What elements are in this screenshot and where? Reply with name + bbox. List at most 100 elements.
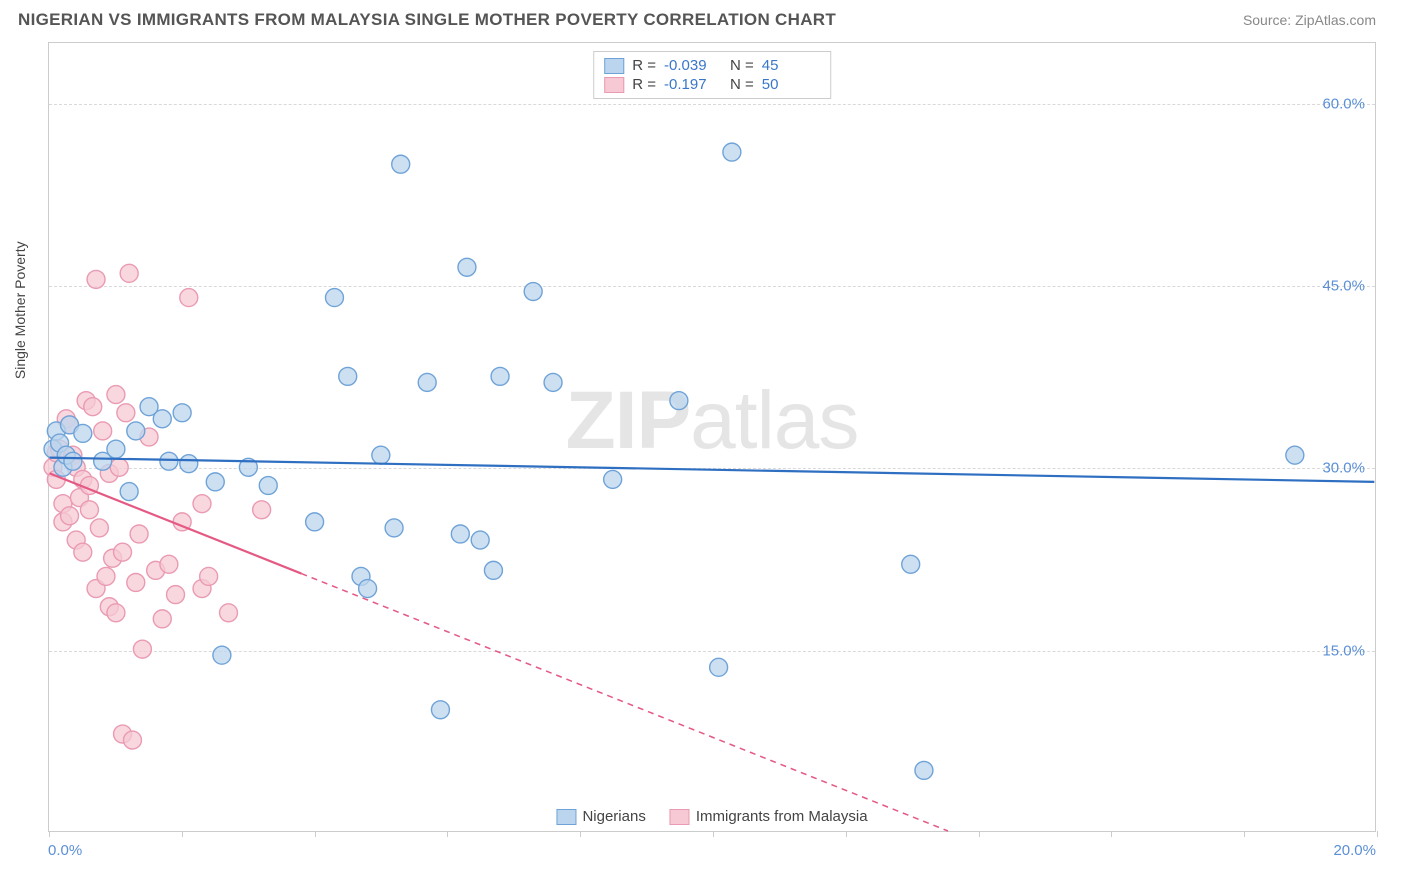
data-point — [524, 283, 542, 301]
data-point — [117, 404, 135, 422]
data-point — [213, 646, 231, 664]
x-tick — [1111, 831, 1112, 837]
stats-row-b: R = -0.197 N = 50 — [604, 75, 820, 94]
x-tick — [846, 831, 847, 837]
legend-item-a: Nigerians — [556, 808, 645, 825]
data-point — [418, 373, 436, 391]
series-legend: Nigerians Immigrants from Malaysia — [550, 806, 873, 827]
data-point — [206, 473, 224, 491]
legend-item-b: Immigrants from Malaysia — [670, 808, 868, 825]
data-point — [180, 455, 198, 473]
y-axis-title: Single Mother Poverty — [12, 241, 28, 379]
r-label-a: R = — [632, 57, 656, 74]
data-point — [160, 555, 178, 573]
r-label-b: R = — [632, 76, 656, 93]
stats-legend-box: R = -0.039 N = 45 R = -0.197 N = 50 — [593, 51, 831, 99]
data-point — [173, 404, 191, 422]
data-point — [107, 386, 125, 404]
n-label-b: N = — [730, 76, 754, 93]
data-point — [723, 143, 741, 161]
x-tick — [713, 831, 714, 837]
r-value-b: -0.197 — [664, 76, 722, 93]
chart-title: NIGERIAN VS IMMIGRANTS FROM MALAYSIA SIN… — [18, 10, 836, 30]
data-point — [90, 519, 108, 537]
data-point — [259, 477, 277, 495]
data-point — [74, 543, 92, 561]
chart-plot-area: ZIPatlas 15.0%30.0%45.0%60.0% R = -0.039… — [48, 42, 1376, 832]
data-point — [915, 761, 933, 779]
data-point — [61, 507, 79, 525]
n-value-a: 45 — [762, 57, 820, 74]
data-point — [451, 525, 469, 543]
data-point — [604, 470, 622, 488]
source-attribution: Source: ZipAtlas.com — [1243, 12, 1376, 28]
data-point — [64, 452, 82, 470]
data-point — [114, 543, 132, 561]
data-point — [484, 561, 502, 579]
data-point — [120, 264, 138, 282]
legend-swatch-b — [670, 809, 690, 825]
data-point — [153, 410, 171, 428]
source-prefix: Source: — [1243, 12, 1295, 28]
r-value-a: -0.039 — [664, 57, 722, 74]
x-tick — [1377, 831, 1378, 837]
n-label-a: N = — [730, 57, 754, 74]
data-point — [359, 580, 377, 598]
trend-line-dashed — [301, 574, 948, 831]
x-tick — [1244, 831, 1245, 837]
x-tick — [979, 831, 980, 837]
x-tick — [182, 831, 183, 837]
x-tick — [315, 831, 316, 837]
data-point — [385, 519, 403, 537]
swatch-series-b — [604, 77, 624, 93]
data-point — [74, 424, 92, 442]
data-point — [339, 367, 357, 385]
data-point — [127, 422, 145, 440]
data-point — [200, 567, 218, 585]
data-point — [193, 495, 211, 513]
data-point — [107, 440, 125, 458]
data-point — [180, 289, 198, 307]
legend-label-a: Nigerians — [582, 808, 645, 825]
swatch-series-a — [604, 58, 624, 74]
source-link[interactable]: ZipAtlas.com — [1295, 12, 1376, 28]
data-point — [167, 586, 185, 604]
stats-row-a: R = -0.039 N = 45 — [604, 56, 820, 75]
data-point — [80, 501, 98, 519]
data-point — [127, 573, 145, 591]
x-tick — [49, 831, 50, 837]
legend-label-b: Immigrants from Malaysia — [696, 808, 868, 825]
data-point — [123, 731, 141, 749]
data-point — [902, 555, 920, 573]
data-point — [87, 270, 105, 288]
data-point — [491, 367, 509, 385]
x-label-min: 0.0% — [48, 842, 82, 859]
data-point — [372, 446, 390, 464]
data-point — [670, 392, 688, 410]
chart-header: NIGERIAN VS IMMIGRANTS FROM MALAYSIA SIN… — [0, 0, 1406, 38]
data-point — [160, 452, 178, 470]
data-point — [471, 531, 489, 549]
data-point — [120, 483, 138, 501]
data-point — [130, 525, 148, 543]
data-point — [306, 513, 324, 531]
data-point — [220, 604, 238, 622]
data-point — [253, 501, 271, 519]
n-value-b: 50 — [762, 76, 820, 93]
data-point — [1286, 446, 1304, 464]
data-point — [94, 422, 112, 440]
data-point — [392, 155, 410, 173]
x-label-max: 20.0% — [1333, 842, 1376, 859]
legend-swatch-a — [556, 809, 576, 825]
data-point — [544, 373, 562, 391]
scatter-svg — [49, 43, 1375, 831]
x-tick — [580, 831, 581, 837]
data-point — [431, 701, 449, 719]
data-point — [326, 289, 344, 307]
data-point — [84, 398, 102, 416]
data-point — [710, 658, 728, 676]
data-point — [107, 604, 125, 622]
data-point — [458, 258, 476, 276]
data-point — [97, 567, 115, 585]
data-point — [110, 458, 128, 476]
